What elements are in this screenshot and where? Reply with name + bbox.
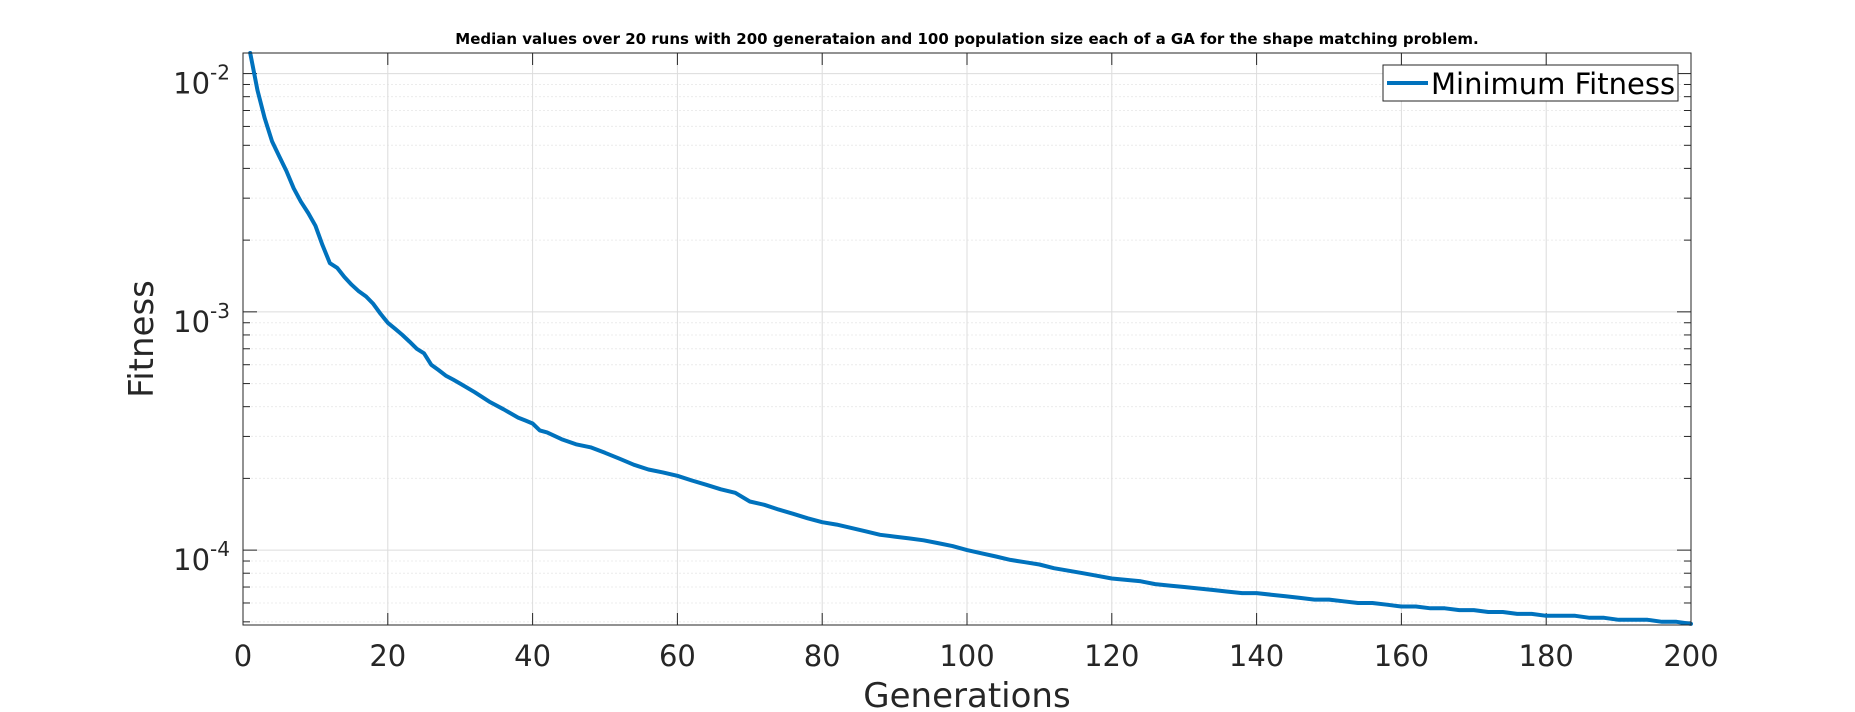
x-axis-label: Generations <box>863 676 1070 712</box>
chart-title: Median values over 20 runs with 200 gene… <box>455 30 1479 48</box>
x-tick-label: 20 <box>369 639 406 673</box>
y-tick-label: 10-4 <box>173 537 230 577</box>
y-tick-label: 10-3 <box>173 299 230 339</box>
grid-lines <box>242 53 1692 625</box>
x-tick-label: 100 <box>939 639 994 673</box>
x-tick-label: 160 <box>1374 639 1429 673</box>
series-group <box>248 51 1693 626</box>
axes-box <box>242 52 1692 626</box>
tick-labels: 0 20 40 60 80 100 120 140 160 180 200 10-4 10-3 10-2 <box>173 61 1719 673</box>
axis-ticks <box>242 53 1692 625</box>
x-tick-label: 0 <box>234 639 252 673</box>
x-tick-label: 200 <box>1663 639 1718 673</box>
legend-box <box>1382 64 1679 102</box>
x-tick-label: 180 <box>1519 639 1574 673</box>
x-tick-label: 80 <box>804 639 841 673</box>
x-tick-label: 60 <box>659 639 696 673</box>
legend-label: Minimum Fitness <box>1431 67 1675 101</box>
legend[interactable]: Minimum Fitness <box>1382 64 1679 102</box>
x-tick-label: 140 <box>1229 639 1284 673</box>
y-tick-label: 10-2 <box>173 61 230 101</box>
series-line-0 <box>248 51 1693 626</box>
x-tick-label: 120 <box>1084 639 1139 673</box>
y-axis-label: Fitness <box>122 280 162 398</box>
x-tick-label: 40 <box>514 639 551 673</box>
